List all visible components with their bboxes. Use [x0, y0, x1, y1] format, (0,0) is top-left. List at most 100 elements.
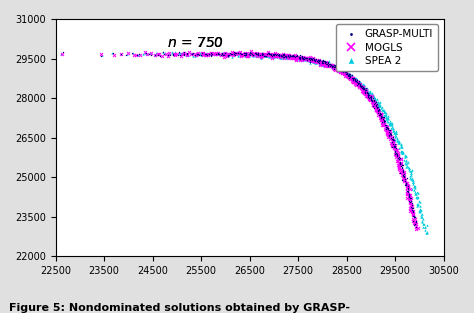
Point	[421, 225, 428, 230]
Point	[321, 61, 329, 66]
Point	[346, 74, 354, 79]
Point	[220, 50, 228, 55]
Point	[400, 174, 408, 179]
Point	[400, 176, 407, 181]
Point	[364, 87, 371, 92]
Point	[300, 56, 308, 61]
Point	[269, 54, 277, 59]
Point	[234, 51, 241, 56]
Point	[310, 59, 318, 64]
Point	[348, 73, 356, 78]
Point	[246, 50, 254, 55]
Point	[360, 89, 368, 94]
Point	[237, 52, 245, 57]
Point	[236, 51, 243, 56]
Point	[332, 63, 340, 68]
Point	[356, 79, 364, 84]
Point	[357, 80, 365, 85]
Point	[250, 53, 257, 58]
Point	[268, 53, 275, 58]
Point	[393, 148, 401, 153]
Point	[271, 54, 278, 59]
Point	[306, 57, 313, 62]
Point	[361, 84, 368, 89]
Point	[412, 194, 420, 199]
Point	[285, 54, 292, 59]
Point	[409, 201, 416, 206]
Point	[351, 78, 358, 83]
Point	[278, 54, 285, 59]
Point	[263, 53, 271, 58]
Point	[374, 109, 382, 114]
Point	[330, 62, 337, 67]
Point	[309, 58, 316, 63]
Point	[247, 48, 255, 53]
Point	[336, 70, 344, 75]
Point	[337, 68, 344, 73]
Point	[365, 92, 372, 97]
Point	[326, 64, 334, 69]
Point	[123, 52, 130, 57]
Point	[399, 170, 407, 175]
Point	[418, 207, 425, 212]
Point	[363, 90, 370, 95]
Point	[307, 57, 314, 62]
Point	[346, 74, 354, 79]
Point	[362, 89, 369, 94]
Point	[285, 54, 293, 59]
Point	[246, 52, 254, 57]
Point	[423, 229, 431, 234]
Point	[296, 55, 304, 60]
Point	[405, 193, 413, 198]
Point	[235, 50, 242, 55]
Point	[243, 54, 251, 59]
Point	[356, 84, 363, 89]
Point	[345, 70, 352, 75]
Point	[380, 121, 388, 126]
Point	[268, 55, 276, 60]
Point	[367, 94, 375, 99]
Point	[408, 175, 416, 180]
Point	[367, 95, 374, 100]
Point	[224, 53, 232, 58]
Point	[333, 66, 341, 71]
Point	[212, 52, 219, 57]
Point	[339, 68, 347, 73]
Point	[344, 71, 352, 76]
Point	[339, 69, 346, 74]
Point	[296, 53, 303, 58]
Point	[300, 56, 308, 61]
Point	[344, 72, 352, 77]
Point	[374, 110, 382, 115]
Point	[360, 82, 368, 87]
Point	[402, 158, 410, 163]
Point	[389, 145, 396, 150]
Point	[230, 51, 237, 56]
Point	[333, 66, 340, 71]
Point	[230, 51, 238, 56]
Point	[371, 95, 378, 100]
Point	[283, 53, 290, 58]
Point	[410, 212, 417, 217]
Point	[345, 73, 353, 78]
Point	[263, 53, 270, 58]
Point	[378, 117, 386, 122]
Point	[411, 189, 419, 194]
Point	[208, 53, 215, 58]
Point	[399, 167, 407, 172]
Point	[391, 146, 399, 151]
Point	[252, 53, 260, 58]
Point	[219, 51, 226, 56]
Point	[419, 216, 427, 221]
Point	[310, 57, 317, 62]
Point	[304, 58, 312, 63]
Point	[329, 64, 337, 69]
Point	[210, 51, 218, 56]
Point	[146, 51, 154, 56]
Point	[203, 51, 211, 56]
Point	[257, 55, 265, 60]
Point	[259, 51, 267, 56]
Point	[311, 57, 319, 62]
Point	[338, 71, 346, 76]
Point	[325, 61, 332, 66]
